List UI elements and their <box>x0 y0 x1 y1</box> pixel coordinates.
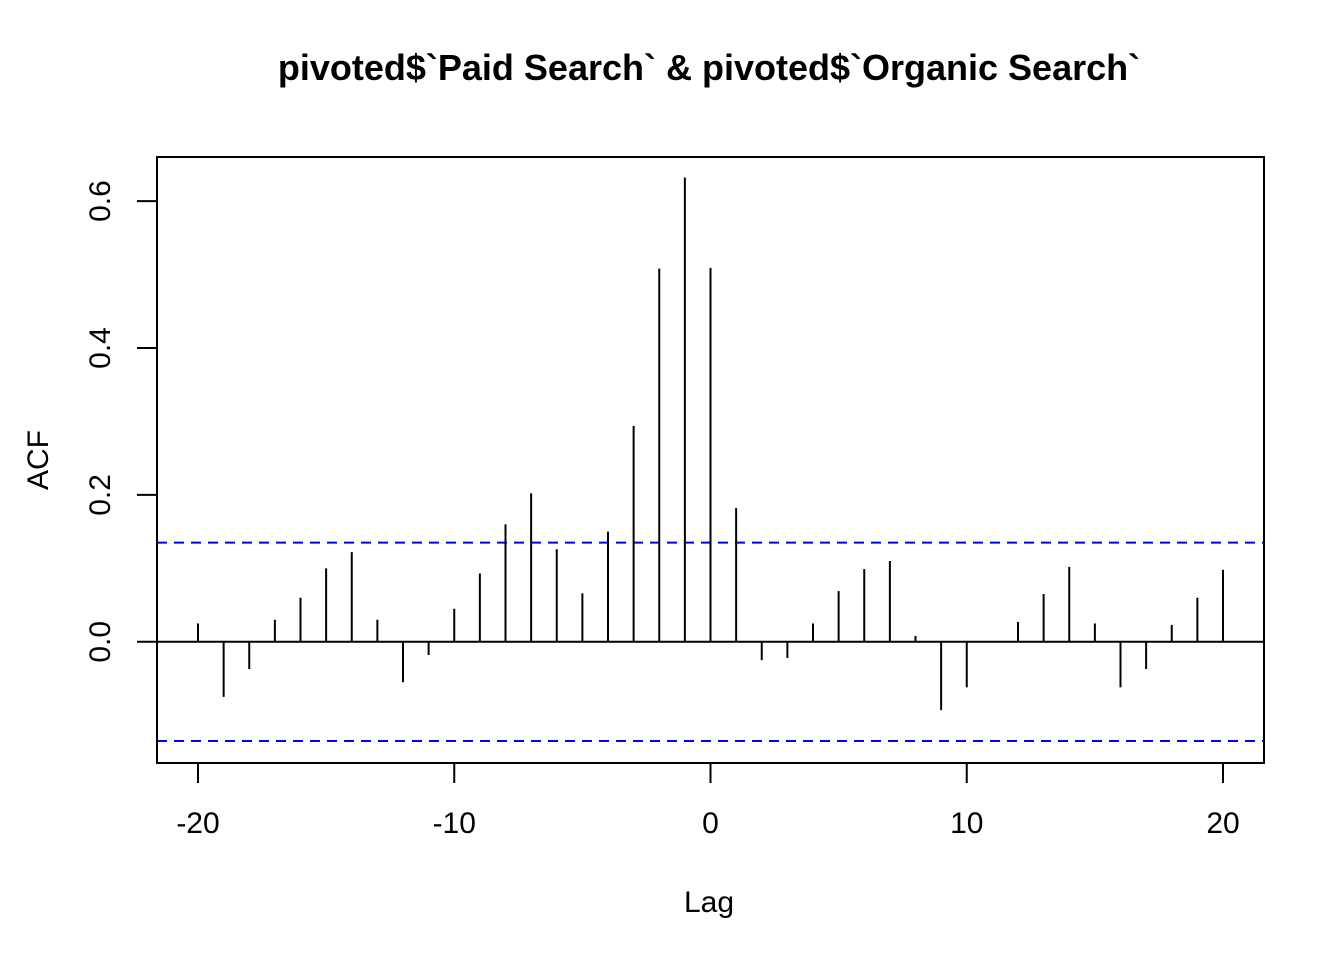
x-tick-label: 0 <box>702 807 719 840</box>
chart-title: pivoted$`Paid Search` & pivoted$`Organic… <box>278 47 1140 88</box>
x-axis: -20 -10 0 10 20 <box>176 762 1240 840</box>
y-tick-label: 0.6 <box>84 180 117 222</box>
x-axis-label: Lag <box>684 886 734 919</box>
y-axis-label: ACF <box>22 430 55 490</box>
y-tick-label: 0.4 <box>84 327 117 369</box>
y-axis: 0.0 0.2 0.4 0.6 <box>84 180 158 663</box>
x-tick-label: 10 <box>950 807 983 840</box>
y-tick-label: 0.2 <box>84 474 117 516</box>
x-tick-label: 20 <box>1206 807 1239 840</box>
x-tick-label: -10 <box>433 807 476 840</box>
x-tick-label: -20 <box>176 807 219 840</box>
plot-layer <box>157 177 1264 742</box>
y-tick-label: 0.0 <box>84 621 117 663</box>
